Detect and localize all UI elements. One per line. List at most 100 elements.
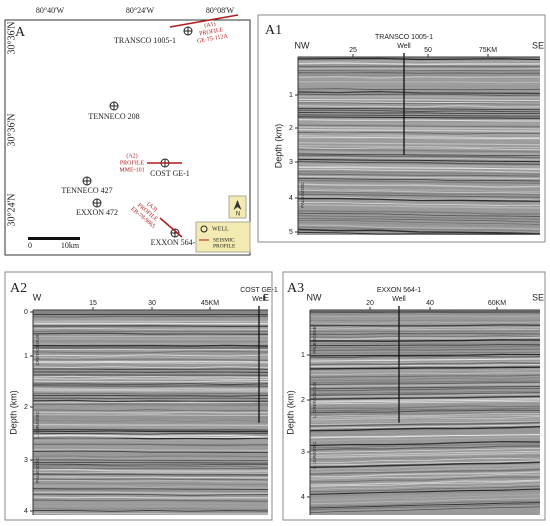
reflector: [32, 491, 269, 494]
reflector: [297, 135, 541, 139]
reflector: [32, 468, 269, 472]
reflector: [32, 467, 269, 470]
reflector: [309, 430, 541, 436]
distance-tick: 75KM: [479, 47, 497, 54]
reflector: [32, 430, 269, 433]
reflector: [297, 160, 541, 165]
label: A: [15, 25, 26, 40]
reflector: [32, 443, 269, 446]
depth-tick: 2: [289, 125, 293, 132]
reflector: [309, 452, 541, 459]
reflector: [297, 90, 541, 95]
reflector: [297, 116, 541, 119]
distance-tick: 50: [424, 47, 432, 54]
reflector: [297, 215, 541, 220]
reflector: [297, 75, 541, 79]
unit-label: PALEOZOIC: [300, 182, 305, 208]
reflector: [309, 372, 541, 376]
legend-label: SEISMIC: [213, 237, 235, 243]
reflector: [32, 366, 269, 369]
reflector: [297, 170, 541, 175]
reflector: [309, 425, 541, 432]
reflector: [297, 186, 541, 191]
reflector: [32, 380, 269, 383]
reflector: [309, 461, 541, 468]
depth-tick: 1: [289, 92, 293, 99]
reflector: [32, 414, 269, 416]
reflector: [32, 432, 269, 435]
reflector: [297, 139, 541, 143]
longitude: 80°24'W: [126, 6, 155, 15]
reflector: [309, 393, 541, 398]
reflector: [32, 502, 269, 505]
unit-label: CRETACEOUS: [35, 335, 40, 366]
profile-label: PROFILE: [120, 160, 145, 166]
reflector: [297, 78, 541, 81]
reflector: [309, 377, 541, 382]
north-label: N: [236, 212, 240, 218]
reflector: [32, 496, 269, 499]
latitude: 30°36'N: [6, 113, 17, 146]
reflector: [32, 330, 269, 332]
reflector: [32, 489, 269, 492]
horizon: [297, 101, 541, 104]
well-name: TENNECO 208: [88, 112, 139, 121]
reflector: [32, 354, 269, 357]
reflector: [297, 151, 541, 155]
depth-tick: 4: [301, 494, 305, 501]
reflector: [32, 411, 269, 414]
legend-label: PROFILE: [213, 243, 236, 249]
reflector: [309, 438, 541, 445]
profile-label: MME-101: [119, 167, 144, 173]
reflector: [309, 316, 541, 319]
reflector: [309, 328, 541, 330]
reflector: [309, 336, 541, 341]
profile-label: PROFILE: [199, 27, 224, 37]
reflector: [309, 476, 541, 483]
map-frame: [4, 19, 251, 256]
profile-label: (A1): [204, 20, 216, 29]
well-name: EXXON 472: [76, 208, 118, 217]
unit-label: PALEOCENE: [312, 326, 317, 353]
reflector: [309, 395, 541, 400]
reflector: [32, 406, 269, 410]
reflector: [309, 380, 541, 384]
reflector: [32, 473, 269, 476]
well-label: Well: [392, 296, 406, 303]
reflector: [32, 358, 269, 362]
reflector: [297, 204, 541, 209]
reflector: [309, 381, 541, 386]
reflector: [309, 351, 541, 354]
reflector: [309, 493, 541, 500]
reflector: [309, 494, 541, 502]
reflector: [309, 388, 541, 392]
reflector: [297, 175, 541, 180]
reflector: [309, 480, 541, 488]
reflector: [32, 476, 269, 479]
reflector: [297, 193, 541, 198]
reflector: [309, 335, 541, 338]
reflector: [297, 189, 541, 194]
reflector: [297, 81, 541, 84]
latitude: 30°36'N: [6, 21, 17, 54]
axis-label: Depth (km): [8, 390, 18, 435]
reflector: [309, 345, 541, 349]
reflector: [309, 445, 541, 451]
reflector: [32, 356, 269, 359]
reflector: [297, 202, 541, 206]
reflector: [309, 471, 541, 478]
reflector: [32, 378, 269, 380]
distance-tick: 60KM: [488, 300, 506, 307]
reflector: [309, 344, 541, 347]
reflector: [32, 482, 269, 485]
reflector: [297, 210, 541, 215]
reflector: [297, 83, 541, 86]
reflector: [32, 479, 269, 483]
reflector: [309, 362, 541, 366]
axis-label: Depth (km): [285, 390, 295, 435]
reflector: [309, 407, 541, 412]
reflector: [297, 108, 541, 111]
reflector: [32, 417, 269, 420]
reflector: [297, 218, 541, 223]
